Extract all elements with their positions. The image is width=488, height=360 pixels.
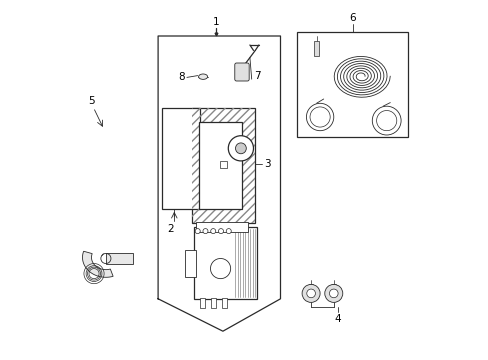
Text: 3: 3 — [264, 159, 271, 169]
Text: 2: 2 — [167, 224, 174, 234]
Circle shape — [306, 103, 333, 131]
Text: 6: 6 — [348, 13, 355, 23]
Bar — [199, 122, 242, 209]
Circle shape — [203, 229, 207, 234]
Ellipse shape — [198, 74, 207, 79]
Circle shape — [309, 107, 329, 127]
Text: 5: 5 — [88, 96, 95, 106]
Bar — [200, 298, 205, 308]
Bar — [162, 108, 199, 209]
Circle shape — [226, 229, 231, 234]
Text: 8: 8 — [178, 72, 184, 82]
Circle shape — [306, 289, 315, 298]
Circle shape — [210, 258, 230, 279]
Bar — [192, 108, 255, 223]
Bar — [192, 108, 255, 223]
Bar — [313, 41, 318, 56]
Circle shape — [302, 284, 320, 302]
Circle shape — [195, 229, 200, 234]
Circle shape — [218, 229, 223, 234]
Circle shape — [329, 289, 337, 298]
Circle shape — [228, 136, 253, 161]
Bar — [196, 222, 247, 232]
Circle shape — [210, 229, 215, 234]
Text: 4: 4 — [334, 314, 341, 324]
Circle shape — [235, 143, 246, 154]
Bar — [194, 227, 257, 299]
Circle shape — [324, 284, 342, 302]
Bar — [296, 32, 407, 137]
Bar — [211, 298, 216, 308]
Circle shape — [371, 106, 400, 135]
FancyBboxPatch shape — [234, 63, 249, 81]
Circle shape — [376, 111, 396, 131]
Bar — [220, 161, 226, 168]
Polygon shape — [82, 251, 113, 277]
Bar — [185, 250, 196, 277]
Bar — [222, 298, 226, 308]
Text: 1: 1 — [212, 17, 219, 27]
Bar — [106, 253, 133, 264]
Text: 7: 7 — [253, 71, 260, 81]
